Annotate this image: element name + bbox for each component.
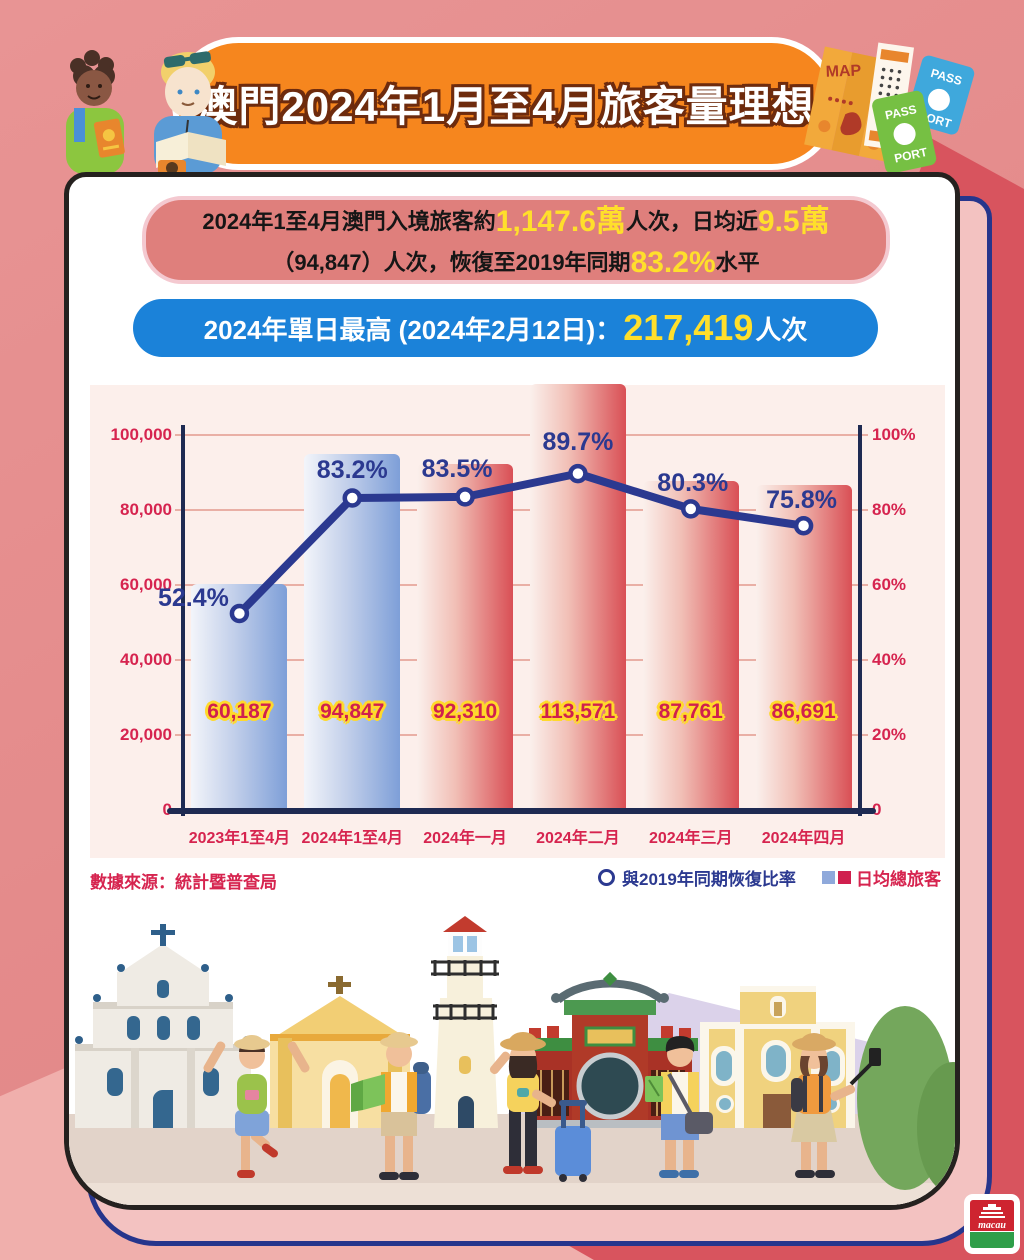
left-axis (181, 425, 185, 816)
legend-bar-series: 日均總旅客 (822, 865, 941, 890)
right-axis-tick: 100% (872, 425, 916, 444)
tourists-illustration (66, 50, 226, 176)
summary-box: 2024年1至4月澳門入境旅客約1,147.6萬人次，日均近9.5萬 （94,8… (142, 196, 890, 284)
gridline (175, 434, 868, 436)
macau-tourism-logo: macau (964, 1194, 1020, 1254)
right-axis-tick: 20% (872, 725, 907, 744)
summary-line-2: （94,847）人次，恢復至2019年同期83.2%水平 (146, 242, 886, 283)
right-axis (858, 425, 862, 816)
tourist-5 (791, 1033, 881, 1178)
right-axis-tick: 0 (872, 800, 882, 819)
bar-value-label: 86,691 (771, 700, 836, 723)
summary-text: （94,847）人次，恢復至2019年同期 (272, 250, 631, 275)
st-pauls-ruins (75, 924, 251, 1128)
bar-2024年四月 (755, 484, 852, 810)
travel-items-illustration: MAP PASS PORT PASS (804, 42, 975, 174)
blue-bar-swatch-icon (822, 871, 835, 884)
category-label: 2024年三月 (648, 830, 733, 847)
category-label: 2024年1至4月 (301, 830, 403, 847)
bar-2024年1至4月 (304, 454, 401, 810)
category-label: 2024年二月 (536, 830, 620, 847)
data-source: 數據來源：統計暨普查局 (90, 873, 277, 892)
summary-text: 人次，日均近 (625, 209, 758, 234)
tourist-2 (351, 1032, 431, 1180)
right-axis-tick: 40% (872, 650, 907, 669)
logo-ruins-icon (979, 1204, 1005, 1218)
line-point-label: 89.7% (542, 427, 614, 456)
content-card: 2024年1至4月澳門入境旅客約1,147.6萬人次，日均近9.5萬 （94,8… (64, 172, 960, 1210)
category-label: 2024年四月 (761, 830, 846, 847)
daily-peak-label: 2024年單日最高 (2024年2月12日)： (203, 314, 622, 345)
category-label: 2023年1至4月 (188, 830, 291, 847)
daily-peak-pill: 2024年單日最高 (2024年2月12日)： 217,419 人次 (133, 299, 878, 357)
summary-text: 水平 (715, 250, 760, 275)
bar-value-label: 94,847 (320, 700, 385, 723)
chart-footer: 數據來源：統計暨普查局 與2019年同期恢復比率 日均總旅客 (69, 865, 955, 895)
passport-green-top-text: PASS (884, 102, 918, 122)
left-axis-tick: 80,000 (120, 500, 172, 519)
guia-lighthouse (431, 916, 499, 1128)
summary-highlight-recovery: 83.2% (630, 246, 716, 279)
line-point-label: 52.4% (157, 583, 229, 612)
line-point-label: 80.3% (657, 468, 729, 497)
category-label: 2024年一月 (423, 830, 507, 847)
line-point-label: 83.5% (421, 454, 493, 483)
title-banner: 澳門2024年1月至4月旅客量理想 (172, 37, 838, 170)
summary-highlight-total: 1,147.6萬 (495, 205, 626, 238)
bar-value-label: 87,761 (658, 700, 723, 723)
left-axis-tick: 0 (90, 800, 172, 820)
right-axis-tick: 80% (872, 500, 907, 519)
daily-peak-value: 217,419 (623, 307, 754, 348)
left-axis-tick: 20,000 (120, 725, 172, 744)
macau-skyline-illustration (69, 898, 955, 1205)
bar-value-label: 60,187 (207, 700, 272, 723)
line-marker-icon (598, 869, 615, 886)
legend-line-label: 與2019年同期恢復比率 (622, 870, 796, 889)
gridline (175, 659, 868, 661)
summary-highlight-daily: 9.5萬 (757, 205, 830, 238)
bar-value-label: 113,571 (540, 700, 616, 723)
page-title: 澳門2024年1月至4月旅客量理想 (195, 83, 815, 130)
chart: 100,000 100% 80,000 80% 60,000 60% 40,000 40% 20… (90, 384, 945, 858)
line-point-label: 75.8% (766, 485, 838, 514)
bar-2024年三月 (642, 480, 739, 810)
left-axis-tick: 60,000 (120, 575, 172, 594)
passport-green-bottom-text: PORT (893, 145, 929, 166)
gridline (175, 734, 868, 736)
map-text: MAP (825, 62, 861, 80)
daily-peak-unit: 人次 (755, 314, 808, 345)
summary-text: 2024年1至4月澳門入境旅客約 (202, 209, 496, 234)
bar-2024年一月 (417, 463, 514, 810)
line-point-label: 83.2% (316, 456, 388, 484)
logo-green-field (970, 1232, 1014, 1248)
logo-script-text: macau (978, 1220, 1006, 1231)
tourist-4 (645, 1036, 713, 1178)
red-bar-swatch-icon (838, 871, 851, 884)
tourist-3 (489, 1032, 591, 1182)
bar-value-label: 92,310 (432, 700, 498, 723)
legend-line-series: 與2019年同期恢復比率 (598, 865, 796, 890)
left-axis-tick: 100,000 (110, 425, 172, 444)
suitcase (555, 1100, 591, 1182)
right-axis-tick: 60% (872, 575, 907, 594)
legend-bar-label: 日均總旅客 (856, 870, 941, 889)
bar-2023年1至4月 (191, 584, 288, 810)
passport-green: PASS PORT (872, 90, 937, 174)
bottom-axis (167, 808, 876, 814)
left-axis-tick: 40,000 (120, 650, 172, 669)
summary-line-1: 2024年1至4月澳門入境旅客約1,147.6萬人次，日均近9.5萬 (146, 201, 886, 242)
logo-red-field (970, 1200, 1014, 1231)
tourist-1 (203, 1035, 310, 1178)
